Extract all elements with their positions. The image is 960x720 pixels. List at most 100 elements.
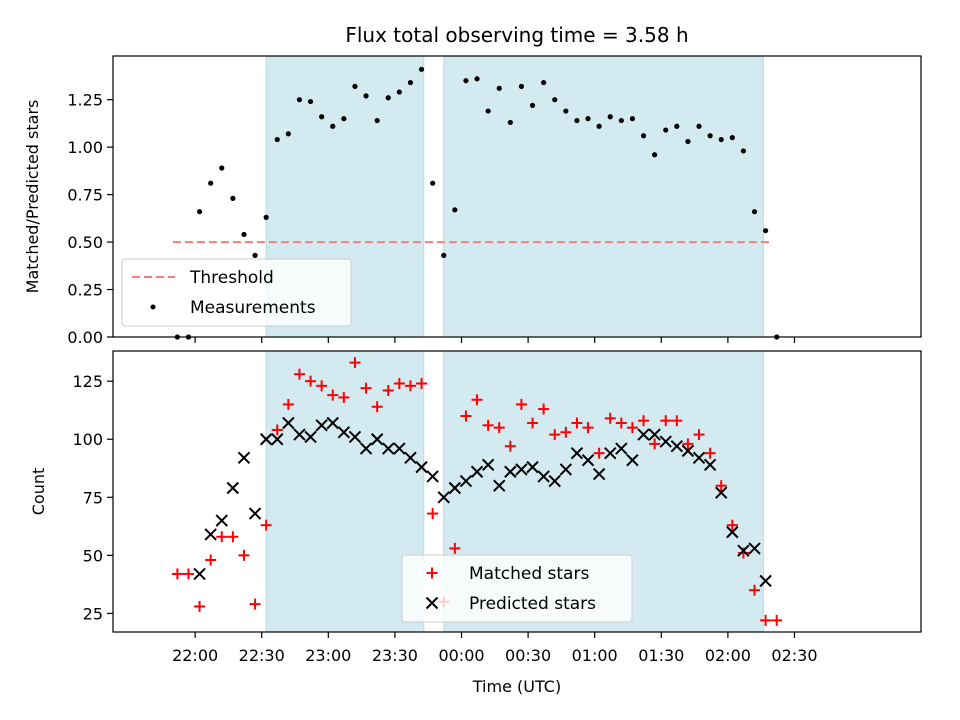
matched-point: [194, 600, 206, 612]
measurement-point: [330, 123, 336, 129]
predicted-point: [659, 435, 672, 448]
legend-predicted-swatch: [425, 596, 439, 610]
predicted-point: [670, 440, 684, 453]
predicted-point: [681, 444, 695, 458]
predicted-point: [570, 446, 584, 460]
x-tick-label: 22:30: [239, 646, 285, 665]
measurement-point: [751, 209, 758, 215]
matched-point: [393, 378, 405, 390]
x-axis-label: Time (UTC): [472, 677, 561, 696]
matched-point: [382, 384, 394, 396]
predicted-point: [703, 458, 717, 472]
measurement-point: [541, 79, 547, 86]
matched-point: [693, 429, 705, 441]
y-tick-label: 0.75: [67, 186, 103, 205]
matched-point: [227, 531, 239, 543]
x-tick-label: 22:00: [172, 646, 218, 665]
matched-point: [449, 542, 461, 554]
matched-point: [182, 568, 194, 580]
count-panel: 25 50 75 100 125 22:00 22:30 23:00 23:30 00:00 00…: [29, 350, 922, 696]
measurement-point: [718, 136, 724, 143]
matched-point: [626, 422, 638, 434]
predicted-point: [404, 451, 417, 465]
y-tick-label: 75: [83, 488, 103, 507]
measurement-point: [341, 116, 347, 122]
matched-point: [715, 480, 727, 492]
measurement-point: [685, 138, 691, 145]
y-tick-label: 0.25: [67, 281, 103, 300]
x-tick-label: 23:00: [305, 646, 351, 665]
measurement-point: [285, 131, 291, 137]
matched-point: [305, 375, 317, 387]
measurement-point: [485, 108, 491, 114]
predicted-point: [237, 451, 251, 465]
measurement-point: [452, 207, 458, 213]
measurement-point: [418, 66, 425, 72]
predicted-point: [326, 416, 339, 430]
y-tick-label: 25: [83, 604, 103, 623]
x-axis-ticks: [194, 337, 796, 343]
matched-point: [482, 419, 494, 431]
matched-point: [271, 424, 283, 436]
x-tick-label: 00:30: [505, 646, 551, 665]
y-tick-label: 0.00: [67, 328, 103, 347]
predicted-point: [748, 542, 761, 555]
matched-point: [404, 380, 416, 392]
y-tick-label: 1.00: [67, 138, 103, 157]
legend-matched-swatch: [426, 567, 438, 579]
matched-point: [704, 447, 716, 459]
measurement-point: [363, 93, 369, 99]
predicted-point: [504, 465, 517, 478]
measurement-point: [441, 252, 447, 258]
matched-point: [582, 422, 594, 434]
measurement-point: [740, 148, 747, 154]
predicted-point: [648, 428, 661, 441]
matched-point: [527, 417, 539, 429]
matched-point: [504, 440, 516, 452]
predicted-point: [626, 453, 639, 467]
measurement-point: [396, 89, 402, 95]
measurement-point: [274, 136, 280, 143]
predicted-point: [592, 467, 606, 481]
matched-point: [515, 398, 527, 410]
legend-box: [401, 554, 633, 623]
legend-predicted-label: Predicted stars: [469, 594, 596, 614]
predicted-point: [493, 479, 506, 492]
matched-point: [427, 508, 439, 520]
measurement-point: [707, 133, 713, 139]
matched-point: [493, 422, 505, 434]
measurement-point: [574, 117, 580, 124]
matched-point: [760, 614, 772, 626]
matched-point: [460, 410, 472, 422]
x-axis-ticks: 22:00 22:30 23:00 23:30 00:00 00:30 01:00 01:30…: [172, 632, 818, 665]
predicted-point: [437, 491, 450, 504]
matched-point: [749, 584, 761, 596]
predicted-point: [415, 460, 428, 474]
plot-frame: [112, 55, 922, 338]
predicted-point: [215, 514, 228, 527]
matched-point: [293, 368, 305, 380]
predicted-point: [426, 470, 439, 483]
measurement-point: [241, 231, 247, 238]
matched-point: [316, 380, 328, 392]
predicted-point: [481, 458, 495, 472]
predicted-point: [726, 525, 739, 539]
measurement-point: [208, 180, 214, 186]
matched-point: [604, 412, 616, 424]
predicted-point: [526, 460, 539, 474]
matched-point: [216, 531, 228, 543]
measurement-point: [629, 116, 636, 122]
matched-point: [593, 447, 605, 459]
measurement-point: [196, 209, 203, 215]
x-tick-label: 00:00: [438, 646, 484, 665]
measurement-point: [518, 83, 525, 89]
measurement-point: [319, 114, 325, 120]
y-axis-label: Matched/Predicted stars: [23, 100, 42, 294]
predicted-point: [759, 574, 772, 588]
measurement-point: [263, 214, 269, 220]
y-tick-label: 125: [72, 372, 103, 391]
predicted-point: [715, 486, 728, 499]
matched-point: [171, 568, 183, 580]
matched-point: [416, 378, 428, 390]
